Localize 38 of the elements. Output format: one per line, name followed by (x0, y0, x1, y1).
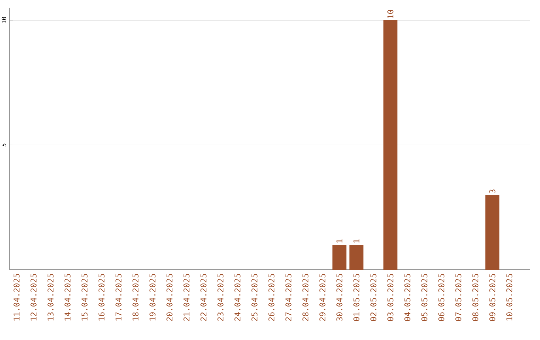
x-tick-label: 27.04.2025 (286, 274, 292, 322)
bar (384, 20, 398, 270)
x-tick-label: 07.05.2025 (456, 274, 462, 322)
x-tick-label: 13.04.2025 (48, 274, 54, 321)
x-tick-label: 21.04.2025 (184, 274, 190, 322)
data-label: 1 (354, 240, 360, 243)
x-tick-label: 11.04.2025 (14, 274, 20, 321)
x-tick-label: 16.04.2025 (98, 274, 105, 321)
x-tick-label: 05.05.2025 (422, 274, 428, 322)
bar (332, 245, 347, 270)
x-tick-label: 02.05.2025 (370, 274, 377, 322)
x-tick-label: 04.05.2025 (404, 274, 411, 322)
x-tick-label: 01.05.2025 (354, 274, 360, 322)
data-label: 3 (490, 190, 496, 194)
x-tick-label: 28.04.2025 (302, 274, 309, 322)
x-tick-label: 23.04.2025 (218, 274, 224, 322)
x-tick-label: 10.05.2025 (506, 274, 513, 321)
bar (486, 195, 500, 270)
data-label: 1 (336, 240, 343, 243)
x-tick-label: 08.05.2025 (472, 274, 479, 322)
x-tick-label: 15.04.2025 (82, 274, 88, 321)
x-tick-label: 29.04.2025 (320, 274, 326, 322)
x-tick-label: 19.04.2025 (150, 274, 156, 321)
x-tick-label: 17.04.2025 (116, 274, 122, 321)
x-tick-label: 25.04.2025 (252, 274, 258, 322)
x-tick-label: 03.05.2025 (388, 274, 394, 322)
x-tick-label: 06.05.2025 (438, 274, 445, 322)
data-label: 10 (388, 10, 394, 18)
x-tick-label: 09.05.2025 (490, 274, 496, 322)
x-tick-label: 12.04.2025 (30, 274, 37, 321)
x-tick-label: 24.04.2025 (234, 274, 241, 322)
x-tick-label: 26.04.2025 (268, 274, 275, 322)
bar (350, 245, 364, 270)
x-tick-label: 20.04.2025 (166, 274, 173, 322)
x-tick-label: 22.04.2025 (200, 274, 207, 322)
x-tick-label: 18.04.2025 (132, 274, 139, 321)
x-tick-label: 30.04.2025 (336, 274, 343, 322)
x-tick-label: 14.04.2025 (64, 274, 71, 321)
